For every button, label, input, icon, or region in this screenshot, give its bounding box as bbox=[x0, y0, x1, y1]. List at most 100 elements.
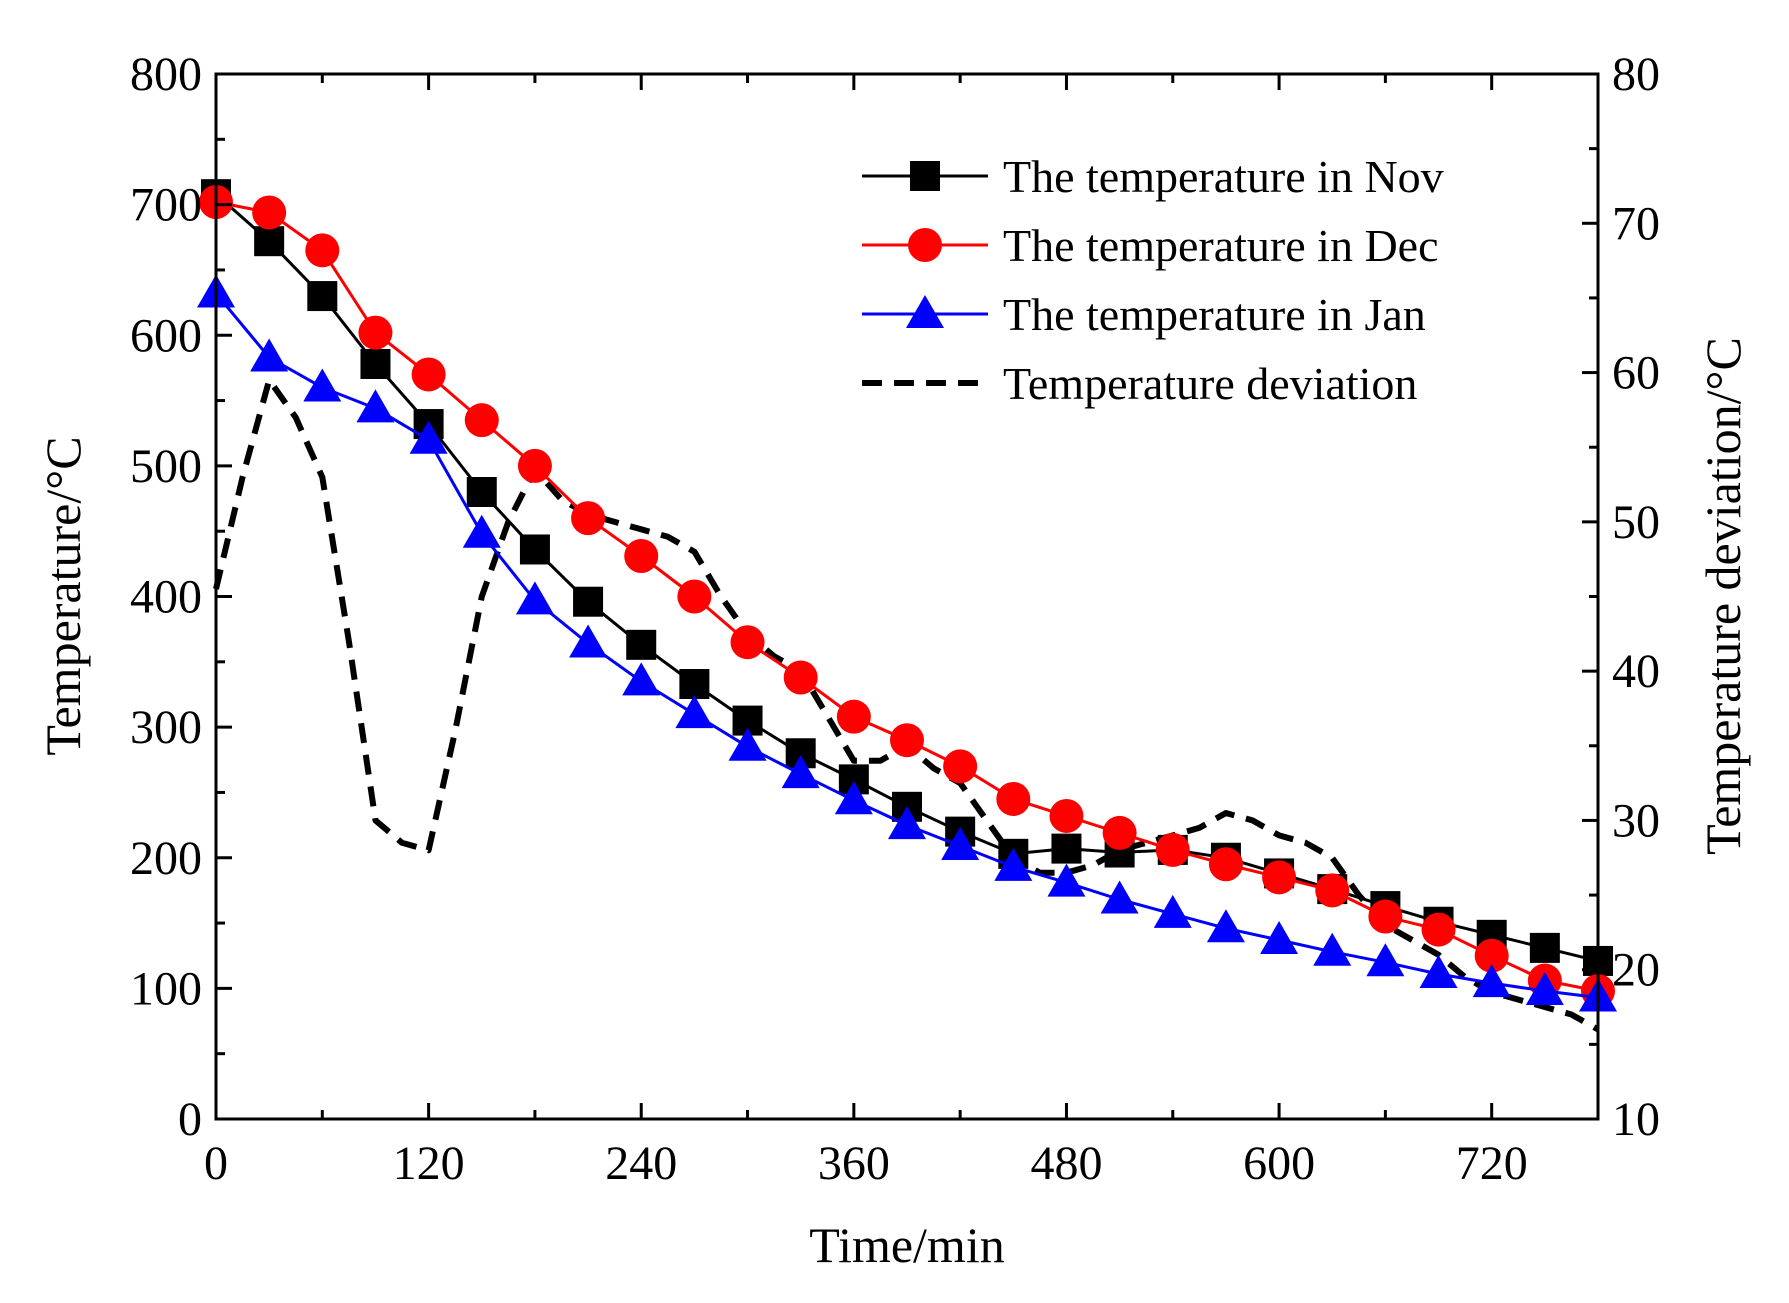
legend-marker-nov bbox=[910, 161, 940, 191]
data-point-dec bbox=[677, 579, 712, 614]
data-point-dec bbox=[252, 195, 287, 230]
data-point-jan bbox=[994, 847, 1033, 881]
data-point-nov bbox=[573, 586, 604, 617]
y2-axis-title: Temperature deviation/°C bbox=[1695, 337, 1751, 855]
data-point-jan bbox=[834, 781, 873, 815]
legend-marker-jan bbox=[906, 295, 944, 328]
x-tick-label: 120 bbox=[393, 1137, 465, 1190]
legend: The temperature in Nov The temperature i… bbox=[862, 151, 1444, 409]
data-point-jan bbox=[1206, 909, 1245, 943]
data-point-dec bbox=[996, 781, 1031, 816]
data-point-jan bbox=[622, 662, 661, 696]
legend-label-dec: The temperature in Dec bbox=[1003, 220, 1439, 271]
x-tick-label: 480 bbox=[1030, 1137, 1102, 1190]
y2-tick-label: 20 bbox=[1612, 944, 1660, 997]
data-point-jan bbox=[409, 420, 448, 454]
y-tick-label: 800 bbox=[130, 48, 202, 101]
data-point-dec bbox=[571, 501, 606, 536]
y-tick-label: 400 bbox=[130, 571, 202, 624]
data-point-jan bbox=[1525, 971, 1564, 1005]
y-axis-title: Temperature/°C bbox=[35, 436, 91, 755]
y2-tick-label: 30 bbox=[1612, 794, 1660, 847]
legend-label-jan: The temperature in Jan bbox=[1003, 289, 1426, 340]
data-point-jan bbox=[569, 624, 608, 658]
data-point-jan bbox=[1419, 955, 1458, 989]
data-point-nov bbox=[519, 534, 550, 565]
plot-series bbox=[197, 179, 1617, 1033]
data-point-dec bbox=[1474, 938, 1509, 973]
x-tick-label: 720 bbox=[1456, 1137, 1528, 1190]
data-point-dec bbox=[943, 749, 978, 784]
data-point-dec bbox=[624, 539, 659, 574]
data-point-nov bbox=[1529, 932, 1560, 963]
data-point-dec bbox=[730, 625, 765, 660]
data-point-dec bbox=[1262, 860, 1297, 895]
legend-item-nov: The temperature in Nov bbox=[862, 151, 1444, 202]
x-tick-label: 0 bbox=[204, 1137, 228, 1190]
x-tick-label: 600 bbox=[1243, 1137, 1315, 1190]
legend-item-dec: The temperature in Dec bbox=[862, 220, 1439, 271]
y2-tick-label: 10 bbox=[1612, 1093, 1660, 1146]
data-point-jan bbox=[303, 368, 342, 402]
data-point-dec bbox=[464, 403, 499, 438]
data-point-dec bbox=[358, 315, 393, 350]
data-point-jan bbox=[1260, 921, 1299, 955]
data-point-jan bbox=[250, 338, 289, 372]
data-point-dec bbox=[1315, 873, 1350, 908]
legend-item-jan: The temperature in Jan bbox=[862, 289, 1426, 340]
legend-marker-dec bbox=[908, 228, 942, 262]
tick-labels: 0 120 240 360 480 600 720 0 100 200 300 400 500 600 70… bbox=[130, 48, 1660, 1190]
x-tick-label: 240 bbox=[605, 1137, 677, 1190]
data-point-jan bbox=[888, 806, 926, 840]
x-tick-label: 360 bbox=[818, 1137, 890, 1190]
y-tick-label: 500 bbox=[130, 440, 202, 493]
data-point-nov bbox=[626, 629, 657, 660]
y2-tick-label: 60 bbox=[1612, 347, 1660, 400]
legend-item-deviation: Temperature deviation bbox=[862, 358, 1417, 409]
legend-label-deviation: Temperature deviation bbox=[1003, 358, 1417, 409]
data-point-jan bbox=[1100, 880, 1139, 914]
axis-ticks bbox=[214, 72, 1600, 1121]
y2-tick-label: 80 bbox=[1612, 48, 1660, 101]
data-point-jan bbox=[462, 514, 501, 548]
data-point-dec bbox=[890, 723, 924, 758]
y2-tick-label: 70 bbox=[1612, 197, 1660, 250]
y-tick-label: 300 bbox=[130, 701, 202, 754]
data-point-dec bbox=[1049, 798, 1084, 833]
y-tick-label: 200 bbox=[130, 832, 202, 885]
legend-label-nov: The temperature in Nov bbox=[1003, 151, 1444, 202]
x-axis-title: Time/min bbox=[809, 1217, 1004, 1273]
data-point-jan bbox=[356, 389, 395, 423]
data-point-dec bbox=[411, 357, 446, 392]
data-point-jan bbox=[675, 695, 714, 729]
y-tick-label: 700 bbox=[130, 179, 202, 232]
data-point-dec bbox=[1368, 899, 1403, 934]
data-point-dec bbox=[1155, 832, 1190, 867]
data-point-jan bbox=[728, 727, 767, 761]
y-tick-label: 600 bbox=[130, 309, 202, 362]
y-tick-label: 0 bbox=[178, 1093, 202, 1146]
y-tick-label: 100 bbox=[130, 962, 202, 1015]
data-point-nov bbox=[679, 669, 710, 700]
data-point-jan bbox=[1366, 943, 1405, 977]
data-point-jan bbox=[781, 755, 820, 789]
data-point-nov bbox=[360, 348, 391, 379]
data-point-dec bbox=[305, 233, 340, 268]
data-point-dec bbox=[836, 699, 871, 734]
data-point-jan bbox=[515, 581, 554, 615]
data-point-jan bbox=[1153, 894, 1192, 928]
data-point-jan bbox=[941, 826, 980, 860]
data-point-nov bbox=[307, 281, 338, 312]
data-point-dec bbox=[783, 660, 818, 695]
data-point-dec bbox=[1421, 912, 1456, 947]
data-point-dec bbox=[1102, 815, 1137, 850]
data-point-jan bbox=[1313, 932, 1352, 966]
data-point-jan bbox=[1472, 964, 1511, 998]
data-point-nov bbox=[254, 226, 285, 257]
data-point-jan bbox=[1047, 863, 1086, 897]
data-point-dec bbox=[1208, 847, 1243, 882]
data-point-nov bbox=[1051, 833, 1082, 864]
y2-tick-label: 40 bbox=[1612, 645, 1660, 698]
data-point-dec bbox=[517, 448, 552, 483]
